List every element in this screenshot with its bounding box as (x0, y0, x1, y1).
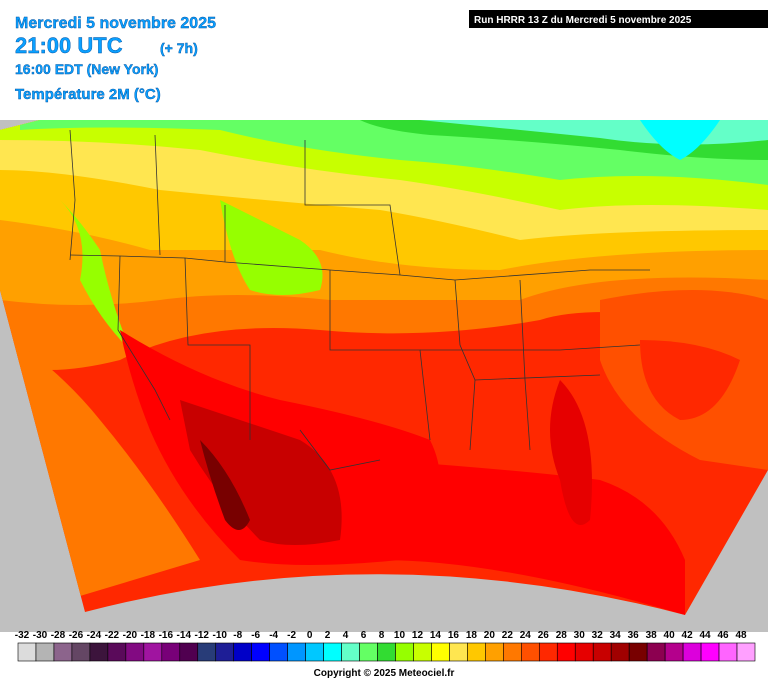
legend-swatch (413, 642, 432, 662)
legend-label: 4 (343, 630, 349, 641)
legend-label: 46 (717, 630, 729, 641)
legend-label: 0 (307, 630, 313, 641)
legend-label: -22 (105, 630, 120, 641)
legend-label: -30 (33, 630, 48, 641)
legend-swatch (143, 642, 163, 662)
offset: (+ 7h) (160, 40, 198, 56)
legend-swatch (251, 642, 270, 662)
legend: -32 -30 -28 -26 -24 -22 -20 -18 -16 -14 -12 -10 -8 -6… (15, 630, 756, 662)
legend-swatch (215, 642, 235, 662)
state-borders (69, 129, 650, 471)
legend-label: 32 (592, 630, 604, 641)
legend-swatch (359, 642, 378, 662)
temperature-field (0, 120, 768, 615)
legend-label: 16 (448, 630, 460, 641)
legend-label: -28 (51, 630, 66, 641)
legend-swatch (574, 642, 594, 662)
legend-label: 14 (430, 630, 442, 641)
legend-swatch (287, 642, 306, 662)
legend-label: 30 (574, 630, 586, 641)
legend-swatch (467, 642, 486, 662)
legend-swatch (664, 642, 684, 662)
legend-swatch (592, 642, 612, 662)
legend-label: 44 (700, 630, 712, 641)
legend-swatch (718, 642, 738, 662)
legend-swatch (323, 642, 342, 662)
legend-label: 34 (610, 630, 622, 641)
legend-swatch (89, 642, 109, 662)
legend-swatch (556, 642, 576, 662)
legend-label: 42 (682, 630, 694, 641)
legend-swatch (233, 642, 252, 662)
legend-label: -4 (269, 630, 278, 641)
legend-label: -12 (195, 630, 210, 641)
legend-swatch (431, 642, 450, 662)
legend-swatch (125, 642, 145, 662)
legend-swatch (71, 642, 91, 662)
legend-label: 18 (466, 630, 478, 641)
legend-swatch (341, 642, 360, 662)
legend-swatch (35, 642, 55, 662)
copyright: Copyright © 2025 Meteociel.fr (314, 668, 455, 679)
legend-label: -8 (233, 630, 242, 641)
legend-label: 8 (379, 630, 385, 641)
legend-swatch (305, 642, 324, 662)
legend-label: -10 (213, 630, 228, 641)
legend-swatch (736, 642, 756, 662)
legend-label: -26 (69, 630, 84, 641)
legend-label: -2 (287, 630, 296, 641)
legend-swatch (503, 642, 522, 662)
legend-label: 6 (361, 630, 367, 641)
legend-label: 20 (484, 630, 496, 641)
legend-label: 26 (538, 630, 550, 641)
legend-swatch (610, 642, 630, 662)
legend-swatch (628, 642, 648, 662)
legend-label: -16 (159, 630, 174, 641)
legend-swatch (107, 642, 127, 662)
legend-swatch (682, 642, 702, 662)
legend-swatch (485, 642, 504, 662)
legend-label: 48 (735, 630, 747, 641)
date: Mercredi 5 novembre 2025 (15, 15, 216, 32)
legend-label: 40 (664, 630, 676, 641)
header: Mercredi 5 novembre 2025 21:00 UTC (+ 7h… (15, 10, 768, 103)
legend-label: 22 (502, 630, 514, 641)
run-label: Run HRRR 13 Z du Mercredi 5 novembre 202… (474, 15, 692, 26)
legend-label: 24 (520, 630, 532, 641)
legend-swatch (269, 642, 288, 662)
legend-swatch (646, 642, 666, 662)
legend-swatch (17, 642, 37, 662)
utc-time: 21:00 UTC (15, 33, 123, 58)
legend-swatch (700, 642, 720, 662)
legend-swatch (197, 642, 217, 662)
run-label-bg (469, 10, 768, 28)
legend-label: -18 (141, 630, 156, 641)
legend-swatch (377, 642, 396, 662)
legend-swatch (53, 642, 73, 662)
legend-label: 38 (646, 630, 658, 641)
legend-label: -6 (251, 630, 260, 641)
legend-swatch (179, 642, 199, 662)
legend-label: 28 (556, 630, 568, 641)
legend-label: -20 (123, 630, 138, 641)
legend-swatch (521, 642, 540, 662)
legend-swatch (395, 642, 414, 662)
legend-label: 12 (412, 630, 424, 641)
legend-swatch (449, 642, 468, 662)
legend-label: 36 (628, 630, 640, 641)
legend-label: -24 (87, 630, 102, 641)
legend-label: -32 (15, 630, 30, 641)
legend-label: 2 (325, 630, 331, 641)
legend-swatch (538, 642, 558, 662)
legend-label: -14 (177, 630, 192, 641)
legend-label: 10 (394, 630, 406, 641)
parameter: Température 2M (°C) (15, 86, 161, 103)
legend-swatch (161, 642, 181, 662)
local-time: 16:00 EDT (New York) (15, 61, 158, 77)
